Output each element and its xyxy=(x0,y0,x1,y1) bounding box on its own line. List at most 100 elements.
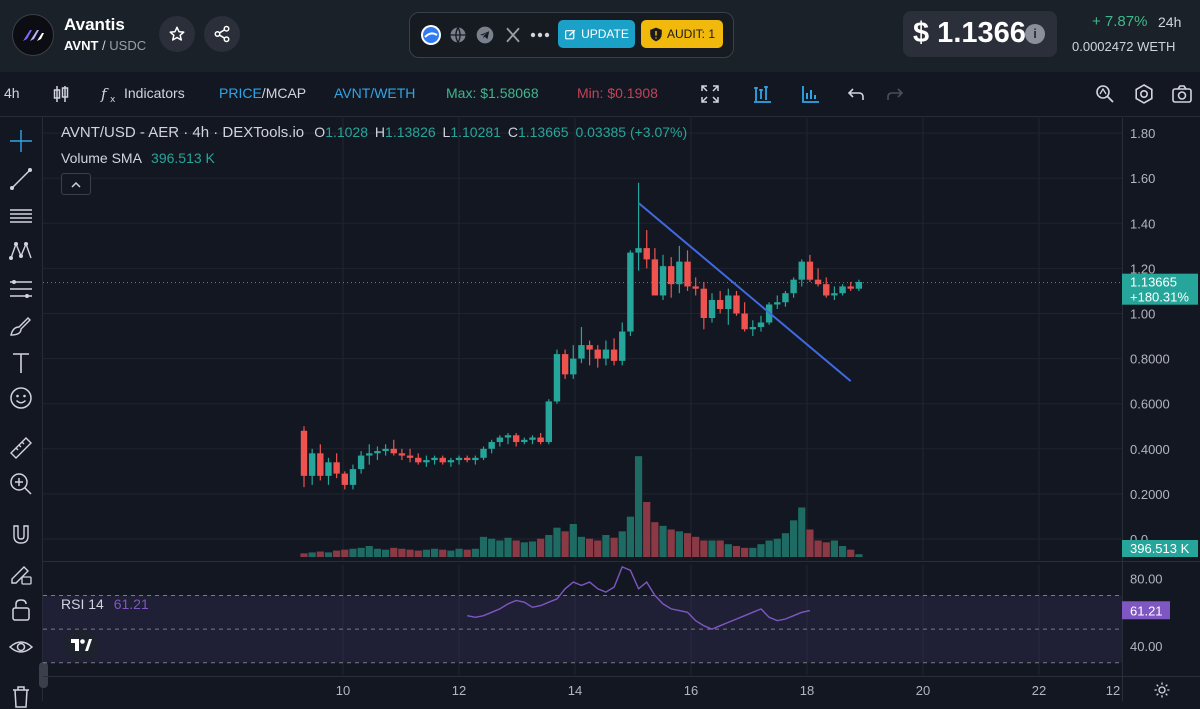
more-button[interactable] xyxy=(529,24,551,46)
svg-text:x: x xyxy=(110,95,116,105)
volume-bar xyxy=(651,522,659,557)
fullscreen-icon[interactable] xyxy=(699,83,721,105)
favorite-button[interactable] xyxy=(159,16,195,52)
candle-body xyxy=(798,261,805,280)
volume-bar xyxy=(324,552,333,557)
max-price-label: Max: $1.58068 xyxy=(446,85,539,101)
candle xyxy=(635,182,642,271)
globe-link[interactable] xyxy=(447,24,469,46)
candle xyxy=(774,295,781,309)
volume-bar xyxy=(814,540,822,557)
open-value: 1.1028 xyxy=(325,124,369,140)
candle-body xyxy=(602,349,610,359)
volume-bar xyxy=(382,549,390,557)
edit-icon xyxy=(565,29,576,39)
candle-type-icon[interactable] xyxy=(50,83,72,105)
share-button[interactable] xyxy=(204,16,240,52)
candle-body xyxy=(521,439,528,443)
settings-icon[interactable] xyxy=(1133,83,1155,105)
crosshair-icon[interactable] xyxy=(8,128,34,154)
magnet-search-icon[interactable] xyxy=(1094,83,1116,105)
fib-retracement-icon[interactable] xyxy=(8,276,34,302)
brush-icon[interactable] xyxy=(8,313,34,339)
rsi-axis-label: 61.21 xyxy=(1130,603,1163,618)
tradingview-logo[interactable] xyxy=(63,630,99,660)
info-icon[interactable]: i xyxy=(1025,24,1045,44)
volume-bar xyxy=(520,542,528,557)
volume-bar xyxy=(806,529,814,557)
pair-toggle[interactable]: AVNT/WETH xyxy=(334,85,416,101)
scrollbar-handle[interactable] xyxy=(39,662,48,688)
volume-bar xyxy=(790,520,798,557)
volume-bar xyxy=(430,548,439,557)
lock-icon[interactable] xyxy=(8,597,34,623)
interval-button[interactable]: 4h xyxy=(4,85,20,101)
candle xyxy=(831,286,838,300)
eye-icon[interactable] xyxy=(8,634,34,660)
bar-chart-icon[interactable] xyxy=(751,83,773,105)
undo-icon[interactable] xyxy=(845,83,867,105)
lock-drawing-icon[interactable] xyxy=(8,560,34,586)
candle-body xyxy=(512,435,520,443)
text-icon[interactable] xyxy=(8,350,34,376)
candle xyxy=(512,433,520,447)
zoom-in-icon[interactable] xyxy=(8,471,34,497)
horizontal-lines-icon[interactable] xyxy=(8,203,34,229)
candle xyxy=(423,455,430,467)
candle xyxy=(741,302,748,332)
volume-bar xyxy=(732,546,741,557)
update-button[interactable]: UPDATE xyxy=(558,20,635,48)
last-change-label: +180.31% xyxy=(1130,290,1189,305)
axis-settings-icon[interactable] xyxy=(1153,681,1171,699)
candle xyxy=(382,444,389,456)
candle-body xyxy=(308,453,316,476)
x-link[interactable] xyxy=(502,24,524,46)
pattern-icon[interactable] xyxy=(8,238,34,264)
volume-bar xyxy=(365,546,373,557)
emoji-icon[interactable] xyxy=(8,385,34,411)
volume-axis-label: 396.513 K xyxy=(1130,541,1190,556)
volume-bar xyxy=(602,535,610,557)
telegram-link[interactable] xyxy=(474,24,496,46)
candle xyxy=(366,444,373,465)
volume-bar xyxy=(488,538,496,557)
indicators-button[interactable]: Indicators xyxy=(124,85,185,101)
close-value: 1.13665 xyxy=(517,124,569,140)
volume-bar xyxy=(749,547,757,557)
mcap-toggle-label[interactable]: MCAP xyxy=(265,85,307,101)
high-value: 1.13826 xyxy=(385,124,436,140)
volume-bar xyxy=(822,542,830,557)
camera-icon[interactable] xyxy=(1171,83,1193,105)
y-tick-label: 1.00 xyxy=(1130,307,1155,322)
weth-value: 0.0002472 xyxy=(1072,39,1134,54)
candle xyxy=(610,338,618,366)
magnet-icon[interactable] xyxy=(8,522,34,548)
ruler-icon[interactable] xyxy=(8,435,34,461)
price-toggle-label[interactable]: PRICE xyxy=(219,85,262,101)
trend-line-icon[interactable] xyxy=(8,166,34,192)
avantis-logo xyxy=(12,14,54,56)
audit-button[interactable]: AUDIT: 1 xyxy=(641,20,723,48)
collapse-legend-button[interactable] xyxy=(61,173,91,195)
change-period: 24h xyxy=(1158,14,1182,30)
price-change: + 7.87% xyxy=(1092,13,1148,30)
candle xyxy=(300,426,308,488)
candle-body xyxy=(790,279,797,294)
volume-bar xyxy=(455,548,463,557)
candle-body xyxy=(455,457,463,461)
website-link[interactable] xyxy=(420,24,442,46)
volume-bar xyxy=(471,548,479,557)
price-mcap-toggle[interactable]: PRICE/MCAP xyxy=(219,85,307,101)
candle-body xyxy=(643,248,650,260)
candle-body xyxy=(635,248,642,253)
candle xyxy=(578,327,585,364)
candle xyxy=(733,290,740,316)
volume-bar xyxy=(798,507,806,557)
candle xyxy=(480,446,487,461)
volume-bar xyxy=(406,549,414,557)
candle-body xyxy=(684,261,691,287)
volume-chart-icon[interactable] xyxy=(799,83,821,105)
redo-icon[interactable] xyxy=(884,83,906,105)
